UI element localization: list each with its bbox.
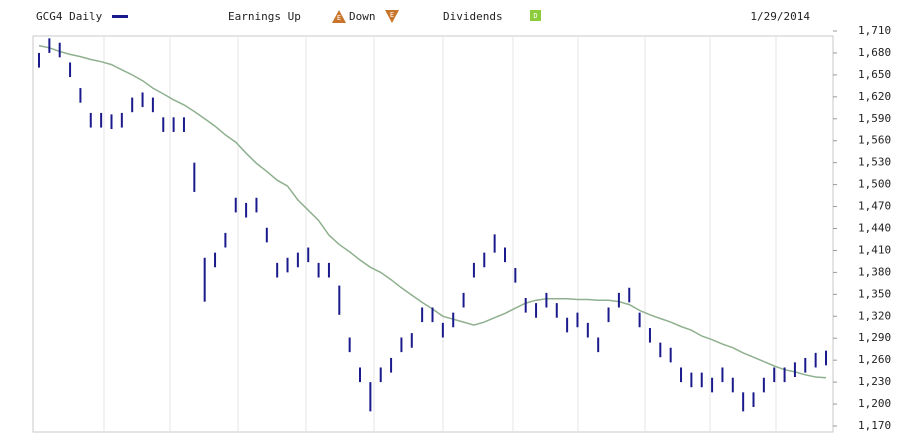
y-tick-label: 1,410: [858, 243, 891, 256]
legend-swatch: [112, 15, 128, 18]
y-tick-label: 1,560: [858, 134, 891, 147]
plot-frame: [32, 35, 834, 433]
y-tick-label: 1,230: [858, 375, 891, 388]
y-tick-label: 1,440: [858, 222, 891, 235]
up-icon-label: E: [337, 14, 341, 22]
y-tick-label: 1,680: [858, 46, 891, 59]
legend-earnings-up: Earnings Up: [228, 10, 301, 23]
y-tick-label: 1,350: [858, 287, 891, 300]
y-tick-label: 1,470: [858, 200, 891, 213]
down-icon-label: E: [390, 11, 394, 19]
y-tick-label: 1,650: [858, 68, 891, 81]
month-grid: [103, 37, 777, 431]
y-tick-label: 1,380: [858, 265, 891, 278]
dividend-icon-label: D: [533, 12, 537, 20]
y-tick-label: 1,500: [858, 178, 891, 191]
up-icon: [332, 10, 346, 23]
chart-date: 1/29/2014: [750, 10, 810, 23]
y-tick-label: 1,260: [858, 353, 891, 366]
down-icon: [385, 10, 399, 23]
y-tick-label: 1,620: [858, 90, 891, 103]
y-tick-label: 1,590: [858, 112, 891, 125]
y-tick-label: 1,320: [858, 309, 891, 322]
y-tick-label: 1,170: [858, 419, 891, 432]
y-tick-label: 1,530: [858, 156, 891, 169]
dividend-icon: [530, 10, 541, 21]
y-tick-label: 1,710: [858, 24, 891, 37]
legend-down: Down: [349, 10, 376, 23]
y-tick-label: 1,200: [858, 397, 891, 410]
y-tick-label: 1,290: [858, 331, 891, 344]
legend-dividends: Dividends: [443, 10, 503, 23]
series-name: GCG4 Daily: [36, 10, 103, 23]
